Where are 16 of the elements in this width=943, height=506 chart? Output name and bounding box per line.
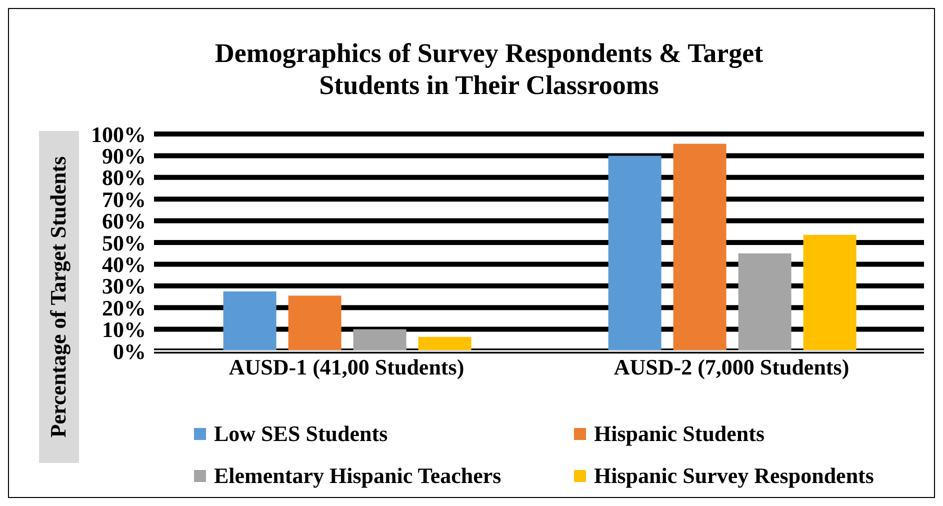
- chart-title: Demographics of Survey Respondents & Target Students in Their Classrooms: [214, 37, 764, 101]
- bar: [223, 291, 276, 351]
- legend-label: Hispanic Survey Respondents: [594, 463, 874, 489]
- bar: [803, 234, 856, 351]
- legend-label: Elementary Hispanic Teachers: [214, 463, 502, 489]
- bar: [353, 329, 406, 351]
- x-tick-label: AUSD-1 (41,00 Students): [228, 354, 464, 380]
- bar: [738, 253, 792, 351]
- bar: [288, 296, 342, 351]
- bar: [673, 144, 726, 351]
- bar: [418, 336, 472, 351]
- legend-label: Hispanic Students: [594, 421, 765, 447]
- bar: [608, 156, 662, 351]
- legend-label: Low SES Students: [214, 421, 388, 447]
- x-tick-label: AUSD-2 (7,000 Students): [614, 354, 850, 380]
- y-axis-title: Percentage of Target Students: [46, 156, 72, 438]
